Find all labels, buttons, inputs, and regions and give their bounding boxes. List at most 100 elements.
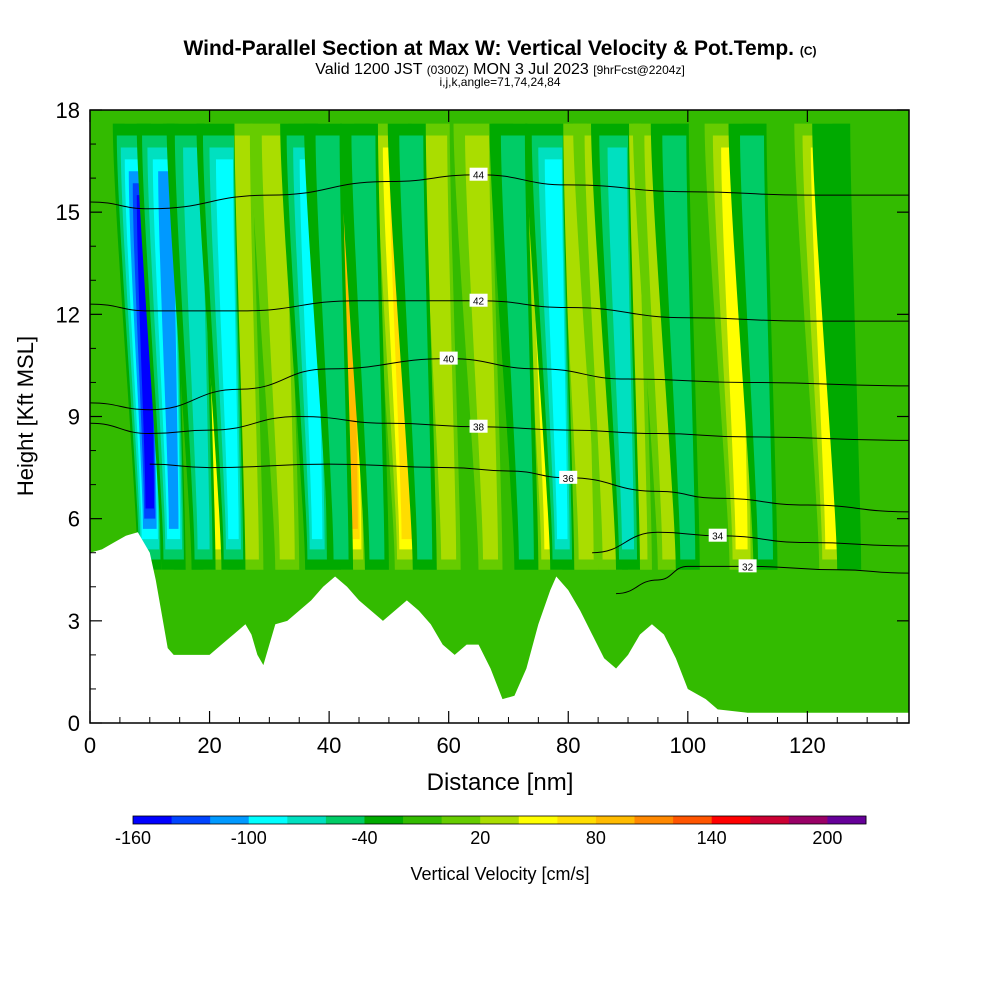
colorbar-swatch [210, 816, 250, 824]
chart-subtitle: Valid 1200 JST (0300Z) MON 3 Jul 2023 [9… [0, 61, 1000, 79]
theta-contour-32 [616, 565, 909, 595]
contour-label-box [469, 293, 488, 307]
updraft-plume [453, 123, 503, 570]
colorbar-swatch [788, 816, 828, 824]
velocity-field [90, 110, 909, 723]
plume-band [423, 135, 457, 560]
valid-utc: (0300Z) [426, 63, 469, 77]
y-axis-label: Height [Kft MSL] [13, 336, 38, 496]
downdraft-plume [489, 123, 539, 570]
downdraft-plume [525, 123, 575, 570]
colorbar-swatch [557, 816, 597, 824]
plume-band [500, 135, 534, 560]
copyright-mark: (C) [799, 44, 817, 58]
theta-contours: 32 34 36 38 40 42 44 [90, 167, 909, 595]
contour-label: 44 [473, 171, 485, 182]
contour-label-box [469, 167, 488, 181]
colorbar-swatch [595, 816, 636, 824]
colorbar-swatch [750, 816, 790, 824]
x-axis-label: Distance [nm] [427, 769, 574, 796]
plume-band [351, 135, 385, 560]
x-tick-label: 40 [317, 733, 341, 758]
contour-label: 38 [473, 423, 485, 434]
downdraft-plume [387, 123, 437, 570]
y-tick-label: 9 [68, 405, 80, 430]
downdraft-plume [304, 123, 354, 570]
colorbar-swatch [673, 816, 713, 824]
x-tick-label: 100 [669, 733, 706, 758]
chart-indices: i,j,k,angle=71,74,24,84 [439, 75, 561, 89]
colorbar-tick-label: 140 [697, 828, 727, 848]
colorbar-tick-label: 200 [812, 828, 842, 848]
plume-band [215, 159, 239, 540]
y-tick-label: 3 [68, 609, 80, 634]
colorbar-swatch [325, 816, 365, 824]
colorbar-label: Vertical Velocity [cm/s] [410, 864, 589, 884]
colorbar-swatch [364, 816, 404, 824]
terrain-mask [90, 532, 909, 723]
contour-label-box [469, 419, 488, 433]
contour-label: 32 [742, 562, 754, 573]
colorbar-tick-label: 20 [470, 828, 490, 848]
x-tick-label: 20 [197, 733, 221, 758]
x-tick-label: 60 [436, 733, 460, 758]
downdraft-plume [591, 123, 641, 570]
colorbar-swatch [518, 816, 558, 824]
contour-label: 34 [712, 532, 724, 543]
y-tick-label: 6 [68, 507, 80, 532]
colorbar-swatch [248, 816, 288, 824]
valid-prefix: Valid 1200 JST [315, 61, 423, 78]
contour-label: 42 [473, 297, 485, 308]
contour-label: 40 [443, 355, 455, 366]
x-tick-label: 80 [556, 733, 580, 758]
colorbar-frame [132, 815, 867, 825]
colorbar-tick-label: -160 [115, 828, 151, 848]
colorbar-swatch [480, 816, 520, 824]
plume-band [544, 159, 568, 540]
colorbar-swatch [133, 816, 173, 824]
plume-band [399, 135, 433, 560]
terrain [90, 532, 909, 723]
y-tick-label: 18 [56, 98, 80, 123]
colorbar-swatch [634, 816, 674, 824]
valid-date: MON 3 Jul 2023 [473, 61, 589, 78]
plume-band [465, 135, 499, 560]
colorbar-swatch [171, 816, 211, 824]
y-tick-label: 12 [56, 302, 80, 327]
colorbar-swatch [287, 816, 327, 824]
chart-title: Wind-Parallel Section at Max W: Vertical… [0, 37, 1000, 61]
plume-band [607, 147, 635, 550]
contour-label-box [708, 528, 727, 542]
colorbar-swatch [441, 816, 481, 824]
contour-label-box [559, 470, 578, 484]
contour-label: 36 [563, 474, 575, 485]
contour-label-box [738, 559, 757, 573]
plume-band [740, 135, 774, 560]
contour-label-box [439, 351, 458, 365]
colorbar-tick-label: 80 [586, 828, 606, 848]
forecast-info: [9hrFcst@2204z] [593, 63, 685, 77]
downdraft-plume [728, 123, 778, 570]
downdraft-plume [339, 123, 389, 570]
plume-band [812, 123, 862, 570]
y-tick-label: 0 [68, 711, 80, 736]
downdraft-plume [650, 123, 700, 570]
theta-contour-36 [149, 463, 909, 513]
y-tick-label: 15 [56, 200, 80, 225]
theta-contour-38 [90, 415, 909, 441]
x-tick-label: 120 [789, 733, 826, 758]
plume-band [315, 135, 349, 560]
colorbar-swatch [827, 816, 867, 824]
downdraft-plume [812, 123, 862, 570]
title-main: Wind-Parallel Section at Max W: Vertical… [183, 37, 794, 60]
x-tick-label: 0 [84, 733, 96, 758]
downdraft-plume [196, 123, 246, 570]
plume-band [662, 135, 696, 560]
colorbar-swatch [403, 816, 443, 824]
colorbar: -160 -100 -40 20 80 140 200 [115, 815, 867, 848]
colorbar-swatch [711, 816, 751, 824]
colorbar-tick-label: -100 [231, 828, 267, 848]
colorbar-tick-label: -40 [351, 828, 377, 848]
